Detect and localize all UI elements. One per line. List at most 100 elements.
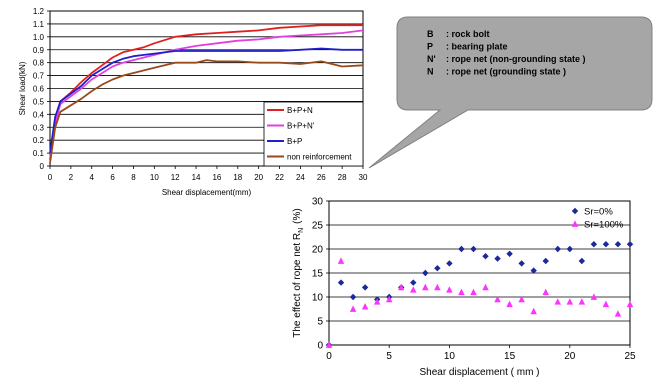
chart2-x-tick-label: 0 — [326, 351, 332, 362]
chart2-gridlines — [326, 200, 631, 348]
chart1-x-tick-label: 6 — [110, 173, 115, 182]
chart1-x-tick-label: 4 — [90, 173, 95, 182]
shear-load-chart: 0 0.1 0.2 0.3 0.4 0.5 0.6 0.7 0.8 0.9 1.0 1.1 1.2 0 2… — [18, 7, 368, 197]
chart2-point-sr0 — [590, 241, 598, 248]
chart2-point-sr0 — [434, 265, 441, 272]
chart1-legend: B+P+N B+P+N' B+P non reinforcement — [263, 101, 364, 167]
chart1-series-line-0 — [49, 24, 363, 160]
chart1-y-tick-label: 0 — [40, 162, 45, 171]
chart2-point-sr0 — [554, 245, 561, 253]
chart2-x-tick-label: 5 — [386, 351, 392, 362]
chart2-legend: Sr=0% Sr=100% — [571, 207, 624, 231]
callout-key: B — [427, 29, 434, 39]
chart2-point-sr100 — [530, 307, 537, 315]
chart2-y-tick-label: 25 — [312, 221, 324, 232]
chart1-legend-label: B+P+N' — [287, 122, 315, 131]
chart2-point-sr100 — [482, 283, 489, 291]
chart1-series-line-2 — [49, 47, 363, 154]
chart2-point-sr0 — [446, 260, 453, 267]
chart1-y-tick-label: 1.2 — [33, 7, 45, 16]
chart2-point-sr0 — [530, 267, 537, 274]
chart2-point-sr0 — [542, 257, 549, 265]
chart1-y-axis-label: Shear load(kN) — [18, 61, 27, 115]
chart2-point-sr100 — [554, 298, 561, 305]
chart2-point-sr100 — [337, 257, 345, 264]
callout-key: P — [427, 42, 433, 52]
chart2-point-sr100 — [361, 303, 369, 310]
chart2-point-sr0 — [410, 279, 417, 286]
chart1-x-tick-label: 24 — [296, 173, 305, 182]
chart2-legend-marker — [571, 207, 579, 215]
chart1-y-tick-label: 0.7 — [33, 72, 45, 81]
chart2-point-sr0 — [482, 253, 489, 260]
chart1-x-tick-label: 26 — [317, 173, 326, 182]
chart2-point-sr0 — [422, 269, 429, 277]
chart2-y-axis-label-subscript: N — [298, 228, 305, 233]
chart2-point-sr100 — [602, 300, 610, 308]
chart1-x-tick-label: 14 — [192, 173, 201, 182]
chart2-y-axis-label-unit: (%) — [292, 208, 303, 224]
chart2-point-sr100 — [542, 288, 549, 296]
chart2-legend-label: Sr=0% — [584, 207, 613, 218]
chart2-point-sr0 — [349, 293, 357, 301]
chart1-legend-box — [263, 101, 364, 167]
chart2-point-sr0 — [506, 250, 513, 257]
chart1-x-tick-label: 28 — [338, 173, 347, 182]
callout-bubble — [368, 16, 653, 169]
callout-key: N' — [427, 54, 436, 64]
chart2-point-sr100 — [494, 295, 501, 303]
chart2-point-sr100 — [470, 288, 477, 296]
chart2-point-sr0 — [518, 260, 525, 267]
chart1-y-tick-labels: 0 0.1 0.2 0.3 0.4 0.5 0.6 0.7 0.8 0.9 1.0 1.1 1.2 — [33, 7, 45, 171]
chart1-y-tick-label: 0.2 — [33, 136, 45, 145]
chart1-x-tick-label: 0 — [48, 173, 53, 182]
chart2-point-sr100 — [434, 283, 441, 291]
callout-definitions: B: rock bolt P: bearing plate N': rope net… — [427, 29, 585, 77]
chart2-point-sr0 — [602, 241, 610, 248]
chart2-point-sr100 — [626, 300, 634, 308]
chart2-y-tick-label: 10 — [312, 293, 324, 304]
chart1-series-line-3 — [49, 59, 364, 164]
chart1-x-tick-label: 22 — [275, 173, 284, 182]
chart1-y-tick-label: 0.1 — [33, 149, 45, 158]
chart2-x-tick-labels: 0 5 10 15 20 25 — [326, 351, 636, 362]
chart1-x-tick-label: 8 — [131, 173, 136, 182]
chart2-point-sr0 — [578, 257, 586, 265]
chart1-x-tick-label: 16 — [212, 173, 221, 182]
chart1-y-tick-label: 1.0 — [33, 33, 45, 42]
chart2-point-sr100 — [385, 295, 393, 303]
chart2-point-sr100 — [373, 298, 381, 305]
chart2-point-sr100 — [422, 283, 429, 291]
chart2-x-tick-label: 10 — [444, 351, 456, 362]
chart1-x-tick-labels: 0 2 4 6 8 10 12 14 16 18 20 22 24 26 28 30 — [48, 173, 368, 182]
chart1-y-tick-label: 0.3 — [33, 123, 45, 132]
chart1-y-tick-label: 0.9 — [33, 46, 45, 55]
chart2-point-sr0 — [470, 245, 477, 253]
chart2-data-points — [325, 241, 634, 349]
chart1-y-tick-label: 0.8 — [33, 59, 45, 68]
chart2-x-tick-label: 20 — [564, 351, 576, 362]
chart2-y-axis-label: The effect of rope net RN (%) — [292, 208, 305, 338]
callout-definition: : rock bolt — [446, 29, 490, 39]
rope-net-effect-chart: 0 5 10 15 20 25 30 0 5 10 15 20 25 Shear displaceme… — [292, 197, 636, 379]
chart2-point-sr0 — [458, 245, 465, 253]
chart2-x-tick-label: 25 — [624, 351, 636, 362]
chart2-legend-label: Sr=100% — [584, 220, 624, 231]
chart1-x-tick-label: 10 — [150, 173, 159, 182]
chart2-y-tick-label: 15 — [312, 269, 324, 280]
chart1-legend-label: non reinforcement — [287, 153, 352, 162]
callout-definition: : rope net (grounding state ) — [446, 67, 566, 77]
chart1-y-tick-label: 0.4 — [33, 110, 45, 119]
chart2-point-sr100 — [518, 295, 525, 303]
chart2-point-sr100 — [398, 283, 405, 291]
chart1-y-tick-label: 0.5 — [33, 97, 45, 106]
chart2-point-sr0 — [361, 284, 369, 291]
chart2-point-sr0 — [494, 255, 501, 262]
chart2-point-sr0 — [614, 241, 622, 248]
chart2-point-sr100 — [578, 298, 586, 305]
chart1-legend-label: B+P — [287, 137, 302, 146]
callout-definition: : rope net (non-grounding state ) — [446, 54, 585, 64]
chart1-y-tick-label: 0.6 — [33, 85, 45, 94]
chart2-y-tick-label: 0 — [317, 341, 323, 352]
